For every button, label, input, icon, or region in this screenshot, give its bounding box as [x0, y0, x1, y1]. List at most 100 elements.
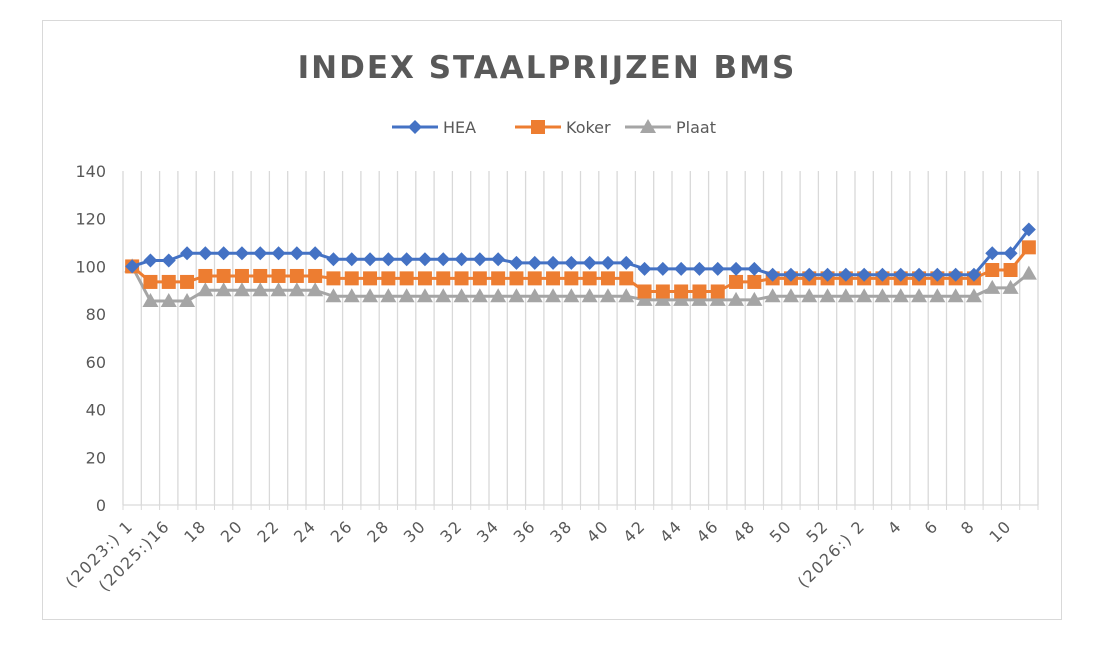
- data-point-koker: [216, 268, 231, 283]
- data-point-plaat: [526, 288, 543, 303]
- data-point-plaat: [490, 288, 507, 303]
- data-point-hea: [472, 252, 487, 267]
- data-point-koker: [655, 284, 670, 299]
- data-point-koker: [747, 274, 762, 289]
- data-point-koker: [161, 274, 176, 289]
- legend-label: HEA: [443, 118, 476, 137]
- data-point-plaat: [911, 288, 928, 303]
- x-tick-label: 48: [729, 516, 759, 546]
- data-point-plaat: [471, 288, 488, 303]
- data-point-plaat: [947, 288, 964, 303]
- data-point-koker: [674, 284, 689, 299]
- data-point-hea: [1003, 246, 1018, 261]
- data-point-hea: [509, 255, 524, 270]
- data-point-hea: [308, 246, 323, 261]
- data-point-plaat: [508, 288, 525, 303]
- data-point-plaat: [929, 288, 946, 303]
- data-point-plaat: [416, 288, 433, 303]
- data-point-plaat: [453, 288, 470, 303]
- data-point-koker: [417, 271, 432, 286]
- data-point-plaat: [709, 291, 726, 306]
- data-point-plaat: [965, 288, 982, 303]
- data-point-hea: [546, 255, 561, 270]
- data-point-hea: [674, 261, 689, 276]
- data-point-hea: [527, 255, 542, 270]
- x-tick-label: 38: [546, 516, 576, 546]
- x-tick-label: 22: [253, 516, 283, 546]
- chart-title: INDEX STAALPRIJZEN BMS: [297, 50, 797, 86]
- x-tick-label: (2026:) 2: [794, 516, 869, 591]
- data-point-hea: [729, 261, 744, 276]
- data-point-hea: [912, 267, 927, 282]
- data-point-koker: [692, 284, 707, 299]
- data-point-hea: [216, 246, 231, 261]
- data-point-plaat: [691, 291, 708, 306]
- data-point-koker: [564, 271, 579, 286]
- data-point-hea: [417, 252, 432, 267]
- data-point-hea: [948, 267, 963, 282]
- legend-marker-hea-icon: [408, 120, 422, 134]
- legend-label: Koker: [566, 118, 611, 137]
- x-tick-label: 42: [619, 516, 649, 546]
- data-point-koker: [399, 271, 414, 286]
- data-point-hea: [875, 267, 890, 282]
- data-point-plaat: [288, 282, 305, 297]
- data-point-hea: [857, 267, 872, 282]
- data-point-plaat: [599, 288, 616, 303]
- y-tick-label: 140: [75, 162, 106, 181]
- y-tick-label: 0: [96, 496, 106, 515]
- data-point-plaat: [837, 288, 854, 303]
- x-tick-label: 32: [436, 516, 466, 546]
- data-point-hea: [198, 246, 213, 261]
- x-tick-label: 24: [290, 516, 320, 546]
- data-point-hea: [655, 261, 670, 276]
- data-point-plaat: [142, 293, 159, 308]
- data-point-koker: [436, 271, 451, 286]
- data-point-plaat: [728, 291, 745, 306]
- data-point-hea: [710, 261, 725, 276]
- x-tick-label: 50: [766, 516, 796, 546]
- data-point-plaat: [343, 288, 360, 303]
- data-point-hea: [820, 267, 835, 282]
- data-point-plaat: [179, 293, 196, 308]
- data-point-koker: [509, 271, 524, 286]
- data-point-plaat: [581, 288, 598, 303]
- data-point-plaat: [801, 288, 818, 303]
- data-point-hea: [783, 267, 798, 282]
- data-point-hea: [619, 255, 634, 270]
- data-point-plaat: [197, 282, 214, 297]
- x-tick-label: 8: [957, 516, 979, 538]
- chart-frame: [42, 20, 1062, 620]
- data-point-plaat: [1020, 265, 1037, 280]
- x-tick-label: 36: [510, 516, 540, 546]
- data-point-hea: [765, 267, 780, 282]
- data-point-koker: [198, 268, 213, 283]
- data-point-hea: [838, 267, 853, 282]
- data-point-koker: [381, 271, 396, 286]
- x-tick-label: 26: [327, 516, 357, 546]
- x-tick-label: 34: [473, 516, 503, 546]
- data-point-plaat: [160, 293, 177, 308]
- data-point-koker: [546, 271, 561, 286]
- data-point-koker: [253, 268, 268, 283]
- data-point-hea: [180, 246, 195, 261]
- data-point-koker: [271, 268, 286, 283]
- data-point-koker: [619, 271, 634, 286]
- data-point-plaat: [856, 288, 873, 303]
- data-point-hea: [161, 253, 176, 268]
- data-point-hea: [125, 259, 140, 274]
- data-point-plaat: [325, 288, 342, 303]
- data-point-hea: [985, 246, 1000, 261]
- data-point-plaat: [435, 288, 452, 303]
- data-point-koker: [472, 271, 487, 286]
- legend-marker-plaat-icon: [640, 119, 656, 133]
- data-point-koker: [308, 268, 323, 283]
- data-point-plaat: [1002, 279, 1019, 294]
- data-point-plaat: [892, 288, 909, 303]
- data-point-koker: [710, 284, 725, 299]
- data-point-koker: [527, 271, 542, 286]
- data-point-hea: [326, 252, 341, 267]
- legend-label: Plaat: [676, 118, 716, 137]
- data-point-plaat: [984, 279, 1001, 294]
